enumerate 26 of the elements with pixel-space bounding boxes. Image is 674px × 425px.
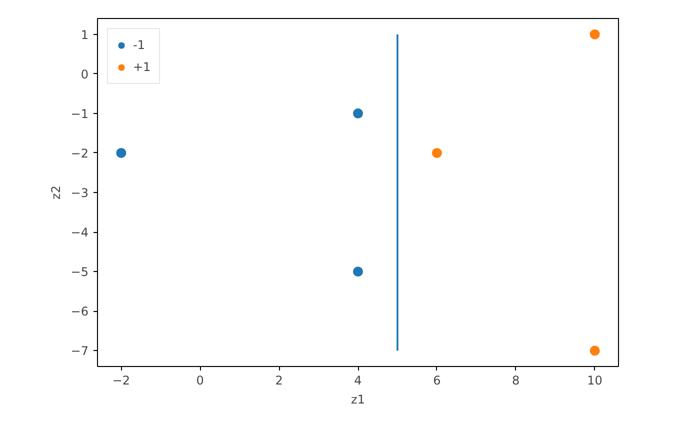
y-axis-title: z2	[48, 186, 63, 200]
point	[116, 148, 126, 158]
y-tick-label: −6	[70, 304, 89, 319]
y-tick-label: −5	[70, 265, 89, 280]
y-tick-label: −2	[70, 146, 89, 160]
legend-label: +1	[133, 60, 152, 74]
x-tick-label: 8	[512, 374, 520, 388]
x-tick-label: 4	[354, 374, 362, 388]
point	[353, 108, 363, 118]
point	[432, 148, 442, 158]
x-tick-label: 2	[275, 374, 283, 388]
y-tick-label: −4	[70, 226, 89, 240]
y-tick-label: 0	[80, 67, 89, 82]
y-tick-label: −7	[70, 344, 89, 358]
x-tick-label: 0	[196, 374, 204, 388]
y-tick-label: −3	[70, 186, 89, 200]
y-tick-label: −1	[70, 106, 89, 121]
x-tick-label: 10	[587, 374, 602, 388]
point	[353, 266, 363, 277]
x-tick-label: 6	[433, 374, 441, 388]
x-tick-label: −2	[112, 374, 130, 388]
y-tick-label: 1	[80, 28, 89, 42]
legend-label: -1	[133, 38, 146, 52]
x-axis-title: z1	[351, 392, 365, 406]
point	[590, 346, 600, 356]
point	[590, 29, 600, 40]
